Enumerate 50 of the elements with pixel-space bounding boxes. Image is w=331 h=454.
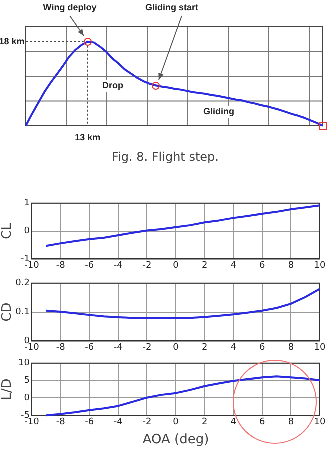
x-tick-label: 2 bbox=[202, 417, 208, 428]
x-tick-label: 6 bbox=[260, 417, 266, 428]
x-tick-label: 6 bbox=[260, 260, 266, 271]
x-tick-label: -2 bbox=[142, 417, 152, 428]
x-tick-label: -10 bbox=[24, 260, 40, 271]
y-tick-label: 0.1 bbox=[16, 308, 30, 318]
x-tick-label: 10 bbox=[314, 342, 326, 353]
y-tick-label: 0.2 bbox=[16, 278, 30, 289]
x-tick-label: -8 bbox=[56, 260, 66, 271]
x-tick-label: -6 bbox=[85, 342, 94, 353]
y-tick-label: 10 bbox=[18, 358, 30, 369]
x-tick-label: -4 bbox=[114, 417, 124, 428]
y-axis-title: CD bbox=[0, 302, 16, 322]
x-tick-label: -6 bbox=[85, 417, 94, 428]
x-tick-label: 0 bbox=[173, 417, 180, 428]
x-tick-label: 0 bbox=[173, 342, 180, 353]
y-tick-label: 1 bbox=[24, 198, 30, 209]
y-tick-label: 0 bbox=[24, 226, 30, 237]
x-tick-label: -2 bbox=[142, 342, 152, 353]
x-tick-label: -4 bbox=[114, 260, 124, 271]
x-tick-label: -6 bbox=[85, 260, 94, 271]
x-tick-label: -10 bbox=[24, 342, 40, 353]
y-axis-title: L/D bbox=[0, 378, 16, 400]
x-axis-title: AOA (deg) bbox=[142, 432, 210, 448]
caption: Fig. 8. Flight step. bbox=[111, 150, 220, 164]
x-tick-label: 2 bbox=[202, 260, 208, 271]
x-tick-label: -4 bbox=[114, 342, 124, 353]
x-tick-label: -8 bbox=[56, 342, 66, 353]
x-tick-label: 4 bbox=[230, 342, 237, 353]
x-tick-label: 8 bbox=[288, 417, 294, 428]
y-axis-title: CL bbox=[0, 222, 16, 240]
x-tick-label: 10 bbox=[314, 417, 326, 428]
x-tick-label: 8 bbox=[288, 342, 294, 353]
x-tick-label: 8 bbox=[288, 260, 294, 271]
text: 13 km bbox=[75, 132, 101, 142]
y-tick-label: 0 bbox=[24, 394, 30, 404]
x-tick-label: -8 bbox=[56, 417, 66, 428]
x-tick-label: 6 bbox=[260, 342, 266, 353]
x-tick-label: 10 bbox=[314, 260, 326, 271]
x-tick-label: 4 bbox=[230, 417, 237, 428]
text: 18 km bbox=[0, 36, 25, 46]
annotation: Drop bbox=[102, 80, 124, 90]
x-tick-label: -2 bbox=[142, 260, 152, 271]
annotation: Gliding bbox=[204, 106, 234, 116]
x-tick-label: 4 bbox=[230, 260, 237, 271]
y-tick-label: 5 bbox=[24, 376, 30, 386]
x-tick-label: 2 bbox=[202, 342, 208, 353]
text: Gliding start bbox=[145, 2, 199, 12]
x-tick-label: 0 bbox=[173, 260, 180, 271]
text: Wing deploy bbox=[43, 2, 97, 12]
